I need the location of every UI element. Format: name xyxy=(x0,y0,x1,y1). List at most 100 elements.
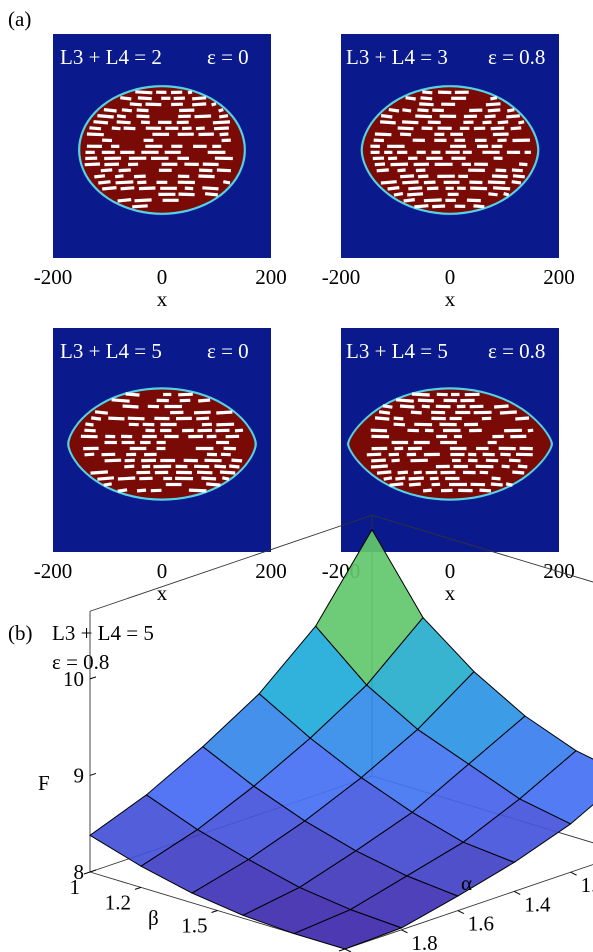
director-dash xyxy=(417,108,429,113)
subplot-3-title-lhs: L3 + L4 = 5 xyxy=(60,339,162,363)
subplot-3-xtick-zero: 0 xyxy=(157,559,168,583)
director-dash xyxy=(94,410,108,415)
surface-annotation-lhs: L3 + L4 = 5 xyxy=(52,621,154,645)
director-dash xyxy=(219,132,229,137)
director-dash xyxy=(505,482,513,487)
director-dash xyxy=(100,168,113,173)
director-dash xyxy=(395,476,406,481)
droplet-subplot-1: L3 + L4 = 2 ε = 0 xyxy=(53,34,271,258)
director-dash xyxy=(202,186,219,191)
director-dash xyxy=(84,428,96,433)
alpha-tick-mark xyxy=(401,929,408,934)
director-dash xyxy=(194,114,212,119)
director-dash xyxy=(487,180,506,185)
director-dash xyxy=(408,186,423,191)
director-dash xyxy=(192,102,207,107)
director-dash xyxy=(198,398,211,403)
director-dash xyxy=(124,464,135,469)
director-dash xyxy=(517,464,528,469)
director-dash xyxy=(422,488,432,493)
droplet-subplot-3: L3 + L4 = 5 ε = 0 xyxy=(53,328,271,552)
director-dash xyxy=(490,482,503,487)
director-dash xyxy=(86,132,104,137)
director-dash xyxy=(402,108,412,113)
subplot-4-title-lhs: L3 + L4 = 5 xyxy=(346,339,448,363)
surface-patch xyxy=(89,794,199,867)
director-dash xyxy=(135,90,153,95)
director-dash xyxy=(423,198,442,203)
director-dash xyxy=(466,198,481,203)
surface-beta-label: β xyxy=(148,906,159,930)
director-dash xyxy=(400,132,412,137)
director-dash xyxy=(204,192,218,197)
director-dash xyxy=(407,192,424,197)
director-dash xyxy=(134,198,152,203)
director-dash xyxy=(216,410,233,415)
director-dash xyxy=(378,410,391,415)
director-dash xyxy=(393,416,404,421)
director-dash xyxy=(117,198,132,203)
subplot-3-title-eps: ε = 0 xyxy=(207,339,249,363)
subplot-4-xtick-max: 200 xyxy=(543,559,575,583)
z-tick-label: 8 xyxy=(74,860,85,884)
director-dash xyxy=(413,470,422,475)
beta-tick-mark xyxy=(134,886,142,890)
subplot-4-title-eps: ε = 0.8 xyxy=(488,339,545,363)
beta-tick-mark xyxy=(83,871,91,875)
director-dash xyxy=(218,114,229,119)
director-dash xyxy=(389,482,404,487)
director-dash xyxy=(196,416,210,421)
subplot-4-xtick-zero: 0 xyxy=(445,559,456,583)
director-dash xyxy=(116,120,131,125)
director-dash xyxy=(432,204,446,209)
director-dash xyxy=(487,108,501,113)
director-dash xyxy=(188,488,207,493)
director-dash xyxy=(402,180,419,185)
subplot-1-title-lhs: L3 + L4 = 2 xyxy=(60,45,162,69)
director-dash xyxy=(423,180,436,185)
director-dash xyxy=(211,102,217,107)
z-tick-label: 9 xyxy=(74,763,85,787)
director-dash xyxy=(510,126,522,131)
alpha-tick-label: 1.2 xyxy=(581,873,593,897)
director-dash xyxy=(132,204,148,209)
z-tick-mark xyxy=(89,772,97,776)
director-dash xyxy=(387,186,400,191)
director-dash xyxy=(84,162,101,167)
director-dash xyxy=(104,458,122,463)
director-dash xyxy=(490,126,505,131)
director-dash xyxy=(114,174,124,179)
director-dash xyxy=(117,476,136,481)
subplot-3-xtick-max: 200 xyxy=(255,559,287,583)
surface-annotation-eps: ε = 0.8 xyxy=(52,650,109,674)
director-dash xyxy=(94,174,106,179)
director-dash xyxy=(393,422,406,427)
box-edge xyxy=(344,864,593,950)
alpha-tick-mark xyxy=(513,890,521,895)
director-dash xyxy=(397,126,414,131)
subplot-3-director-field xyxy=(80,392,244,493)
director-dash xyxy=(120,96,132,101)
alpha-tick-mark xyxy=(570,871,577,876)
director-dash xyxy=(212,120,231,125)
director-dash xyxy=(198,174,215,179)
director-dash xyxy=(408,482,421,487)
director-dash xyxy=(371,458,386,463)
director-dash xyxy=(415,114,433,119)
director-dash xyxy=(512,174,525,179)
alpha-tick-label: 2 xyxy=(355,950,366,952)
director-dash xyxy=(187,90,193,95)
director-dash xyxy=(193,410,211,415)
director-dash xyxy=(511,180,522,185)
director-dash xyxy=(120,186,135,191)
beta-tick-mark xyxy=(338,948,346,952)
director-dash xyxy=(400,174,415,179)
director-dash xyxy=(495,168,507,173)
director-dash xyxy=(488,192,498,197)
director-dash xyxy=(418,174,429,179)
director-dash xyxy=(379,120,396,125)
alpha-tick-label: 1.4 xyxy=(524,892,551,916)
director-dash xyxy=(512,470,525,475)
subplot-4-director-field xyxy=(366,392,534,493)
